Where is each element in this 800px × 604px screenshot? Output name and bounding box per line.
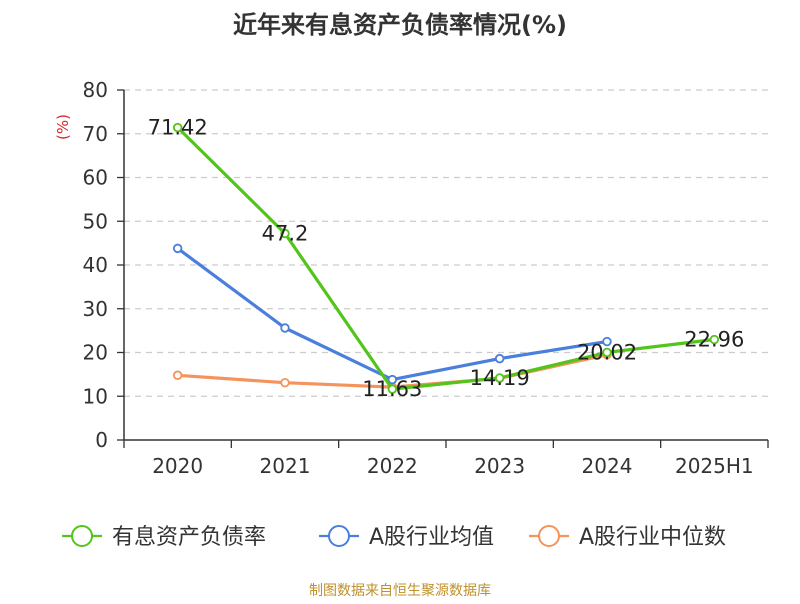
grid-lines — [124, 89, 768, 397]
data-point — [280, 377, 290, 388]
x-tick-label: 2025H1 — [675, 454, 754, 478]
data-point — [602, 336, 612, 347]
data-point — [280, 228, 290, 239]
x-tick-label: 2023 — [474, 454, 525, 478]
data-label: 71.42 — [148, 116, 208, 140]
source-note: 制图数据来自恒生聚源数据库 — [309, 583, 491, 599]
y-tick-label: 20 — [83, 341, 108, 365]
y-tick-label: 30 — [83, 297, 108, 321]
data-label: 14.19 — [470, 366, 530, 390]
data-point — [387, 374, 398, 385]
y-tick-label: 10 — [83, 384, 108, 408]
y-tick-label: 60 — [83, 166, 108, 190]
series-line — [176, 125, 716, 391]
data-point — [494, 353, 505, 364]
data-point — [280, 323, 290, 333]
data-point — [494, 373, 505, 383]
data-label: 20.02 — [577, 340, 637, 364]
x-tick-label: 2020 — [152, 454, 203, 478]
legend: 有息资产负债率 A股行业均值 A股行业中位数 — [62, 525, 726, 550]
data-point — [602, 347, 612, 358]
series-lines — [172, 122, 720, 394]
legend-label: 有息资产负债率 — [112, 525, 266, 550]
legend-marker — [71, 525, 93, 547]
x-tick-label: 2022 — [367, 454, 418, 478]
y-axis-label: (%) — [54, 114, 72, 140]
y-tick-label: 80 — [83, 78, 108, 102]
legend-label: A股行业均值 — [369, 525, 494, 550]
legend-marker — [538, 525, 560, 547]
data-label: 47.2 — [262, 222, 309, 246]
data-point — [172, 122, 183, 133]
data-point — [387, 384, 398, 394]
series-line — [176, 246, 609, 382]
data-label: 22.96 — [684, 328, 744, 352]
y-tick-label: 70 — [83, 122, 108, 146]
axes: 0 10 20 30 40 50 60 70 80 2020 2021 2022 2023 2024 202… — [83, 78, 769, 478]
data-point — [172, 370, 183, 380]
y-tick-label: 40 — [83, 253, 108, 277]
y-tick-label: 0 — [95, 428, 108, 452]
data-label: 11.63 — [362, 377, 422, 401]
legend-marker — [328, 525, 350, 547]
data-point — [709, 334, 720, 345]
data-labels: 71.42 47.2 11.63 14.19 20.02 22.96 — [148, 116, 745, 402]
data-point — [172, 243, 183, 254]
legend-label: A股行业中位数 — [579, 525, 726, 550]
x-tick-label: 2024 — [582, 454, 633, 478]
chart-title: 近年来有息资产负债率情况(%) — [233, 11, 567, 39]
x-tick-label: 2021 — [260, 454, 311, 478]
y-tick-label: 50 — [83, 209, 108, 233]
